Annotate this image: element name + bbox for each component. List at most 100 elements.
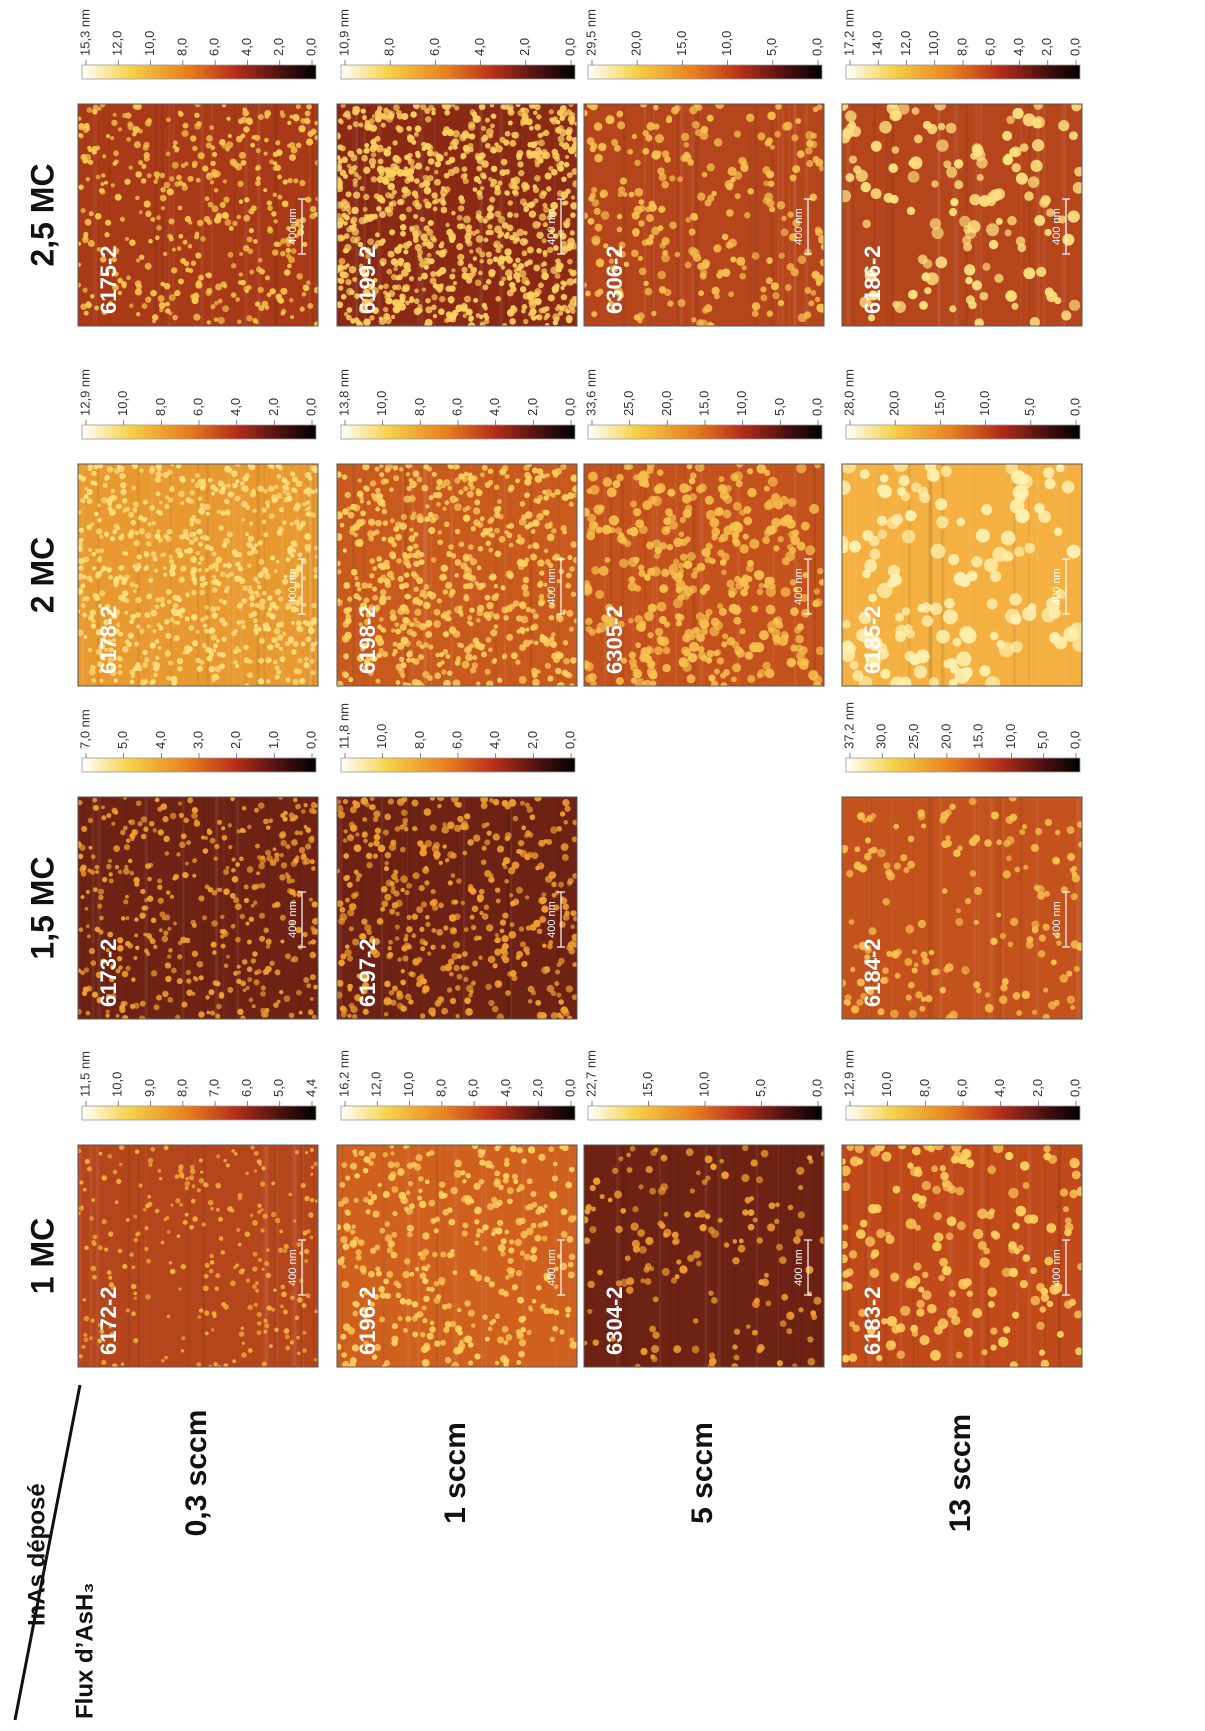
afm-dot [210, 606, 217, 613]
afm-dot [532, 678, 540, 686]
afm-dot [589, 484, 600, 495]
afm-dot [548, 165, 554, 172]
afm-dot [204, 1331, 209, 1336]
afm-dot [347, 1327, 356, 1335]
afm-dot [521, 113, 529, 121]
afm-dot [403, 154, 410, 161]
afm-dot [523, 206, 530, 213]
afm-dot [404, 890, 410, 896]
afm-dot [465, 1008, 473, 1016]
afm-dot [440, 186, 446, 191]
afm-dot [555, 969, 561, 975]
afm-dot [664, 621, 671, 628]
afm-dot [207, 201, 214, 208]
afm-dot [533, 110, 538, 116]
afm-dot [429, 1326, 436, 1333]
afm-dot [104, 477, 109, 482]
afm-dot [301, 809, 306, 814]
afm-dot [497, 180, 503, 186]
afm-dot [652, 1331, 660, 1339]
afm-dot [762, 661, 771, 670]
column-header: 2 MC [24, 537, 60, 613]
afm-dot [419, 938, 426, 945]
afm-dot [694, 464, 705, 472]
afm-dot [414, 288, 419, 294]
afm-dot [180, 163, 186, 169]
afm-dot [312, 809, 317, 815]
afm-dot [363, 618, 371, 626]
afm-dot [384, 813, 392, 821]
afm-background [78, 797, 318, 1019]
afm-dot [421, 146, 427, 152]
afm-dot [163, 181, 171, 189]
afm-dot [315, 554, 318, 559]
afm-dot [112, 247, 120, 255]
afm-dot [508, 542, 514, 548]
afm-dot [183, 817, 189, 824]
afm-dot [404, 464, 413, 469]
afm-dot [173, 921, 177, 926]
afm-dot [501, 799, 509, 807]
afm-dot [490, 629, 498, 637]
afm-dot [525, 261, 530, 266]
afm-dot [98, 894, 104, 901]
afm-dot [129, 832, 136, 839]
afm-dot [123, 797, 127, 800]
afm-dot [506, 1187, 514, 1195]
afm-dot [294, 1315, 300, 1321]
afm-dot [504, 130, 511, 137]
afm-dot [83, 967, 90, 973]
afm-dot [478, 104, 486, 111]
afm-dot [250, 1145, 255, 1150]
afm-dot [562, 609, 567, 614]
afm-dot [777, 535, 784, 543]
afm-dot [362, 816, 368, 822]
afm-dot [486, 680, 494, 686]
afm-dot [466, 229, 473, 236]
afm-dot [94, 213, 102, 220]
afm-dot [344, 214, 350, 221]
afm-dot [504, 878, 510, 884]
afm-dot [210, 941, 217, 948]
afm-dot [191, 950, 199, 958]
afm-dot [488, 547, 494, 553]
colorbar [81, 757, 317, 773]
afm-dot [713, 668, 720, 675]
afm-dot [337, 900, 344, 908]
afm-dot [343, 654, 349, 660]
afm-dot [171, 161, 179, 169]
afm-dot [359, 933, 367, 941]
afm-dot [304, 110, 311, 117]
afm-dot [246, 550, 252, 556]
afm-dot [176, 978, 183, 985]
afm-dot [785, 551, 796, 562]
afm-streak [188, 1145, 191, 1367]
afm-dot [355, 1249, 362, 1256]
afm-dot [99, 653, 106, 661]
afm-dot [528, 639, 534, 645]
afm-dot [440, 206, 448, 214]
afm-dot [412, 104, 420, 110]
afm-dot [224, 465, 231, 472]
afm-dot [237, 180, 244, 188]
afm-dot [566, 1235, 574, 1243]
afm-dot [423, 1295, 430, 1303]
afm-dot [131, 1265, 136, 1270]
afm-dot [505, 1333, 513, 1341]
afm-dot [233, 551, 239, 558]
afm-dot [250, 546, 256, 552]
afm-streak [658, 1145, 662, 1367]
afm-image [78, 464, 318, 686]
afm-dot [474, 1353, 481, 1360]
afm-dot [379, 1292, 387, 1299]
colorbar-label: 13,8 nm [336, 369, 351, 416]
afm-dot [494, 210, 502, 218]
afm-dot [265, 657, 272, 664]
afm-dot [438, 1276, 446, 1285]
afm-dot [141, 303, 148, 309]
afm-dot [264, 572, 271, 580]
afm-dot [612, 1167, 619, 1174]
afm-dot [261, 1267, 265, 1271]
afm-dot [460, 1197, 466, 1203]
afm-dot [219, 201, 226, 208]
